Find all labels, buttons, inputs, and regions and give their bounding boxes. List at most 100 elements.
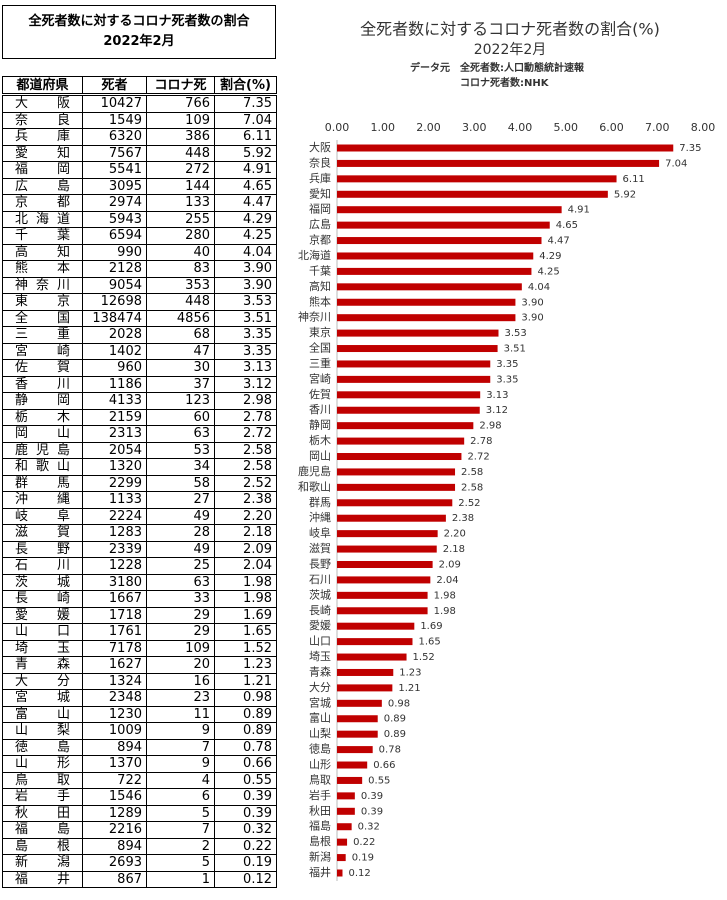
table-cell: 5943 (82, 210, 147, 228)
table-row: 福岡 5541 272 4.91 (2, 161, 277, 179)
table-row: 愛知 7567 448 5.92 (2, 144, 277, 162)
table-cell: 新潟 (2, 854, 83, 872)
table-cell: 滋賀 (2, 524, 83, 542)
value-label: 0.55 (368, 775, 390, 786)
value-label: 0.39 (361, 806, 383, 817)
y-tick-label: 静岡 (309, 418, 331, 432)
bar (337, 422, 474, 430)
table-cell: 愛知 (2, 144, 83, 162)
table-cell: 奈良 (2, 111, 83, 129)
table-cell: 1283 (82, 524, 147, 542)
y-tick-label: 香川 (309, 403, 331, 416)
value-label: 4.04 (528, 282, 550, 293)
table-cell: 894 (82, 738, 147, 756)
y-tick-label: 愛知 (309, 186, 331, 200)
y-tick-label: 和歌山 (298, 479, 331, 493)
bar (337, 159, 660, 167)
table-cell: 138474 (82, 309, 147, 327)
table-row: 埼玉 7178 109 1.52 (2, 639, 277, 657)
table-cell: 2.72 (214, 425, 277, 443)
chart-title: 全死者数に対するコロナ死者数の割合(%) (360, 20, 660, 39)
y-tick-label: 青森 (309, 664, 331, 678)
table-cell: 青森 (2, 656, 83, 674)
table-cell: 福島 (2, 821, 83, 839)
y-tick-label: 高知 (309, 279, 331, 293)
table-cell: 766 (146, 94, 215, 113)
table-row: 秋田 1289 5 0.39 (2, 804, 277, 822)
bar (337, 499, 453, 507)
table-cell: 10427 (82, 94, 147, 113)
value-label: 1.69 (420, 621, 442, 632)
bar (337, 746, 373, 754)
y-tick-label: 埼玉 (309, 649, 331, 663)
table-row: 香川 1186 37 3.12 (2, 375, 277, 393)
table-cell: 960 (82, 359, 147, 377)
y-tick-label: 奈良 (309, 155, 331, 169)
y-tick-label: 沖縄 (309, 510, 331, 524)
table-row: 鳥取 722 4 0.55 (2, 771, 277, 789)
x-tick-label: 4.00 (508, 121, 533, 134)
value-label: 0.32 (358, 822, 380, 833)
bar (337, 175, 617, 183)
table-cell: 1.52 (214, 639, 277, 657)
y-tick-label: 福井 (309, 865, 331, 879)
y-tick-label: 島根 (309, 834, 331, 848)
table-cell: 1.65 (214, 623, 277, 641)
y-tick-label: 神奈川 (298, 310, 331, 324)
bar (337, 591, 428, 599)
table-cell: 4.91 (214, 161, 277, 179)
x-tick-label: 2.00 (416, 121, 441, 134)
table-row: 山形 1370 9 0.66 (2, 755, 277, 773)
bar (337, 638, 413, 646)
y-tick-label: 宮城 (309, 695, 331, 709)
value-label: 2.52 (458, 498, 480, 509)
value-label: 3.12 (486, 405, 508, 416)
x-tick-label: 7.00 (645, 121, 670, 134)
value-label: 0.19 (352, 853, 374, 864)
y-tick-label: 富山 (309, 711, 331, 725)
value-label: 1.23 (399, 667, 421, 678)
table-row: 熊本 2128 83 3.90 (2, 260, 277, 278)
bar (337, 560, 433, 568)
table-cell: 1.21 (214, 672, 277, 690)
y-tick-label: 広島 (309, 217, 331, 231)
value-label: 0.12 (348, 868, 370, 879)
table-cell: 7.35 (214, 94, 277, 113)
table-cell: 63 (146, 425, 215, 443)
table-cell: 722 (82, 771, 147, 789)
value-label: 7.35 (679, 143, 701, 154)
bar (337, 283, 522, 291)
bar (337, 545, 437, 553)
value-label: 3.90 (521, 297, 543, 308)
y-tick-label: 新潟 (309, 850, 331, 864)
table-row: 鹿児島 2054 53 2.58 (2, 441, 277, 459)
table-cell: 4.47 (214, 194, 277, 212)
table-cell: 5.92 (214, 144, 277, 162)
table-cell: 37 (146, 375, 215, 393)
value-label: 3.51 (504, 344, 526, 355)
value-label: 6.11 (623, 174, 645, 185)
table-cell: 133 (146, 194, 215, 212)
table-cell: 386 (146, 128, 215, 146)
table-row: 兵庫 6320 386 6.11 (2, 128, 277, 146)
table-cell: 1370 (82, 755, 147, 773)
table-cell: 2224 (82, 507, 147, 525)
table-cell: 福井 (2, 870, 83, 888)
table-row: 愛媛 1718 29 1.69 (2, 606, 277, 624)
value-label: 7.04 (665, 158, 687, 169)
table-cell: 2.18 (214, 524, 277, 542)
column-header: 割合(%) (214, 76, 277, 96)
table-cell: 山梨 (2, 722, 83, 740)
bar (337, 267, 532, 275)
bar (337, 391, 481, 399)
note: コロナ死者数:NHK (460, 76, 550, 89)
bar (337, 776, 363, 784)
value-label: 1.98 (434, 590, 456, 601)
bar (337, 360, 491, 368)
y-tick-label: 栃木 (309, 433, 331, 447)
bar (337, 699, 382, 707)
value-label: 4.47 (548, 236, 570, 247)
table-cell: 280 (146, 227, 215, 245)
table-cell: 兵庫 (2, 128, 83, 146)
table-cell: 熊本 (2, 260, 83, 278)
